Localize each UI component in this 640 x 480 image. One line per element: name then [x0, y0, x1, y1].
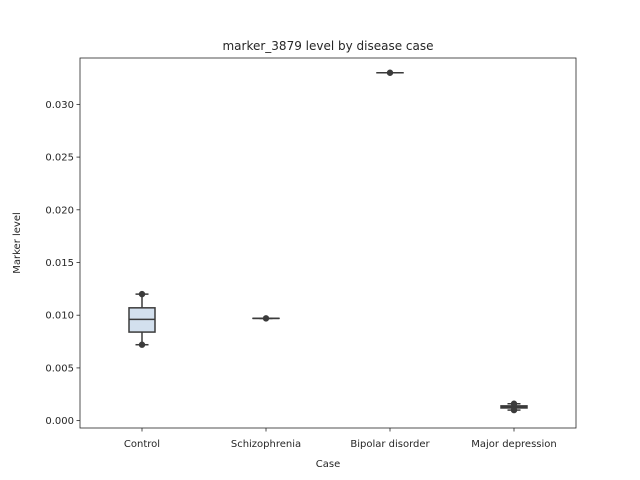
box-schizophrenia [252, 315, 280, 322]
data-point [138, 341, 146, 348]
x-tick-label: Control [124, 439, 160, 450]
y-tick-label: 0.020 [45, 205, 74, 216]
y-tick-label: 0.030 [45, 100, 74, 111]
box-major-depression [500, 400, 528, 414]
y-axis: 0.000 0.005 0.010 0.015 0.020 0.025 0.030 [45, 100, 80, 427]
y-tick-label: 0.005 [45, 363, 74, 374]
data-point [510, 400, 518, 407]
y-tick-label: 0.010 [45, 311, 74, 322]
data-point [510, 406, 518, 414]
plot-frame [79, 57, 577, 429]
x-tick-label: Bipolar disorder [350, 439, 430, 450]
box-control [128, 290, 156, 348]
plot-area [79, 57, 577, 429]
x-tick-label: Schizophrenia [231, 439, 301, 450]
x-axis: Control Schizophrenia Bipolar disorder Majo… [124, 428, 557, 450]
y-tick-label: 0.015 [45, 258, 74, 269]
data-point [386, 69, 394, 76]
box-series [128, 69, 528, 414]
chart-title: marker_3879 level by disease case [222, 39, 433, 53]
y-tick-label: 0.000 [45, 416, 74, 427]
data-point [262, 315, 270, 322]
box-bipolar-disorder [376, 69, 404, 76]
data-point [138, 290, 146, 298]
y-tick-label: 0.025 [45, 153, 74, 164]
x-axis-label: Case [316, 459, 340, 470]
x-tick-label: Major depression [471, 439, 557, 450]
y-axis-label: Marker level [12, 212, 23, 274]
